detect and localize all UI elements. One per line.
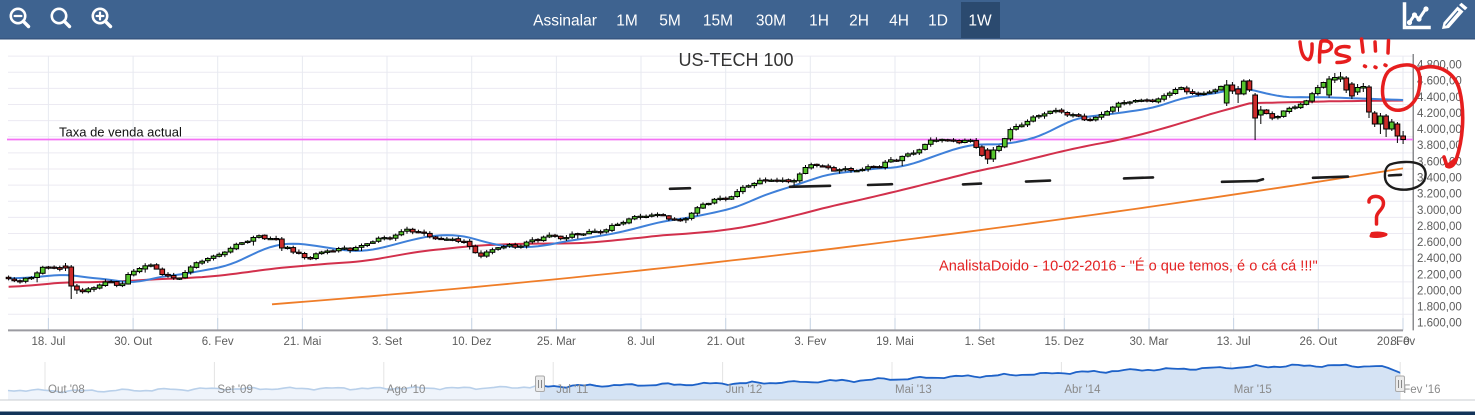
svg-text:Out '08: Out '08 (48, 384, 85, 396)
svg-text:4.600,00: 4.600,00 (1417, 76, 1462, 88)
svg-text:Jun '12: Jun '12 (726, 384, 763, 396)
svg-text:Abr '14: Abr '14 (1064, 384, 1101, 396)
svg-text:5M: 5M (659, 13, 681, 30)
svg-text:Jul '11: Jul '11 (556, 384, 588, 396)
svg-text:1D: 1D (928, 13, 948, 30)
svg-text:1W: 1W (968, 13, 992, 30)
svg-text:4.200,00: 4.200,00 (1417, 108, 1462, 120)
svg-text:1H: 1H (809, 13, 829, 30)
svg-text:4.000,00: 4.000,00 (1417, 124, 1462, 136)
svg-text:Mar '15: Mar '15 (1234, 384, 1272, 396)
svg-text:19. Mai: 19. Mai (876, 336, 914, 348)
svg-text:15M: 15M (703, 13, 733, 30)
svg-text:US-TECH 100: US-TECH 100 (678, 50, 793, 70)
svg-text:18. Jul: 18. Jul (31, 336, 65, 348)
svg-text:2.800,00: 2.800,00 (1417, 221, 1462, 233)
svg-text:1. Set: 1. Set (965, 336, 996, 348)
svg-text:3.400,00: 3.400,00 (1417, 173, 1462, 185)
svg-text:Taxa de venda actual: Taxa de venda actual (59, 125, 182, 140)
svg-text:2.000,00: 2.000,00 (1417, 285, 1462, 297)
svg-text:4.800,00: 4.800,00 (1417, 60, 1462, 72)
svg-text:4.400,00: 4.400,00 (1417, 92, 1462, 104)
svg-text:21. Mai: 21. Mai (284, 336, 322, 348)
svg-text:1.600,00: 1.600,00 (1417, 318, 1462, 330)
svg-text:2.200,00: 2.200,00 (1417, 269, 1462, 281)
svg-text:6. Fev: 6. Fev (202, 336, 234, 348)
svg-text:2.400,00: 2.400,00 (1417, 253, 1462, 265)
svg-text:13. Jul: 13. Jul (1217, 336, 1251, 348)
svg-text:26. Out: 26. Out (1299, 336, 1338, 348)
svg-text:3.000,00: 3.000,00 (1417, 205, 1462, 217)
svg-text:8. 0: 8. 0 (1390, 336, 1409, 348)
svg-text:4H: 4H (889, 13, 909, 30)
svg-text:3. Set: 3. Set (372, 336, 403, 348)
svg-text:8. Jul: 8. Jul (627, 336, 655, 348)
svg-text:Ago '10: Ago '10 (387, 384, 426, 396)
svg-text:AnalistaDoido - 10-02-2016 - ": AnalistaDoido - 10-02-2016 - "É o que te… (939, 258, 1318, 275)
svg-text:20. Fev: 20. Fev (1377, 336, 1416, 348)
svg-text:10. Dez: 10. Dez (452, 336, 492, 348)
svg-text:30. Mar: 30. Mar (1130, 336, 1169, 348)
svg-text:3.800,00: 3.800,00 (1417, 140, 1462, 152)
svg-text:25. Mar: 25. Mar (537, 336, 576, 348)
svg-text:1.800,00: 1.800,00 (1417, 302, 1462, 314)
svg-text:1M: 1M (616, 13, 638, 30)
svg-text:Fev '16: Fev '16 (1403, 384, 1440, 396)
svg-text:30M: 30M (756, 13, 786, 30)
svg-text:30. Out: 30. Out (114, 336, 153, 348)
svg-text:Assinalar: Assinalar (533, 13, 597, 30)
svg-text:2.600,00: 2.600,00 (1417, 237, 1462, 249)
svg-text:Set '09: Set '09 (217, 384, 252, 396)
svg-text:15. Dez: 15. Dez (1044, 336, 1084, 348)
svg-text:Mai '13: Mai '13 (895, 384, 932, 396)
svg-text:3.200,00: 3.200,00 (1417, 189, 1462, 201)
svg-text:3. Fev: 3. Fev (794, 336, 826, 348)
svg-text:21. Out: 21. Out (707, 336, 746, 348)
svg-text:2H: 2H (849, 13, 869, 30)
